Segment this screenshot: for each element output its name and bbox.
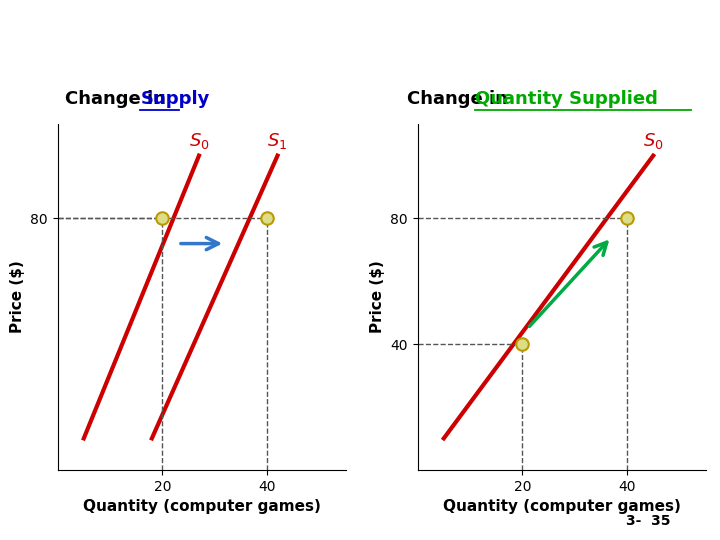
- Text: Supply: Supply: [140, 90, 210, 108]
- Y-axis label: Price ($): Price ($): [9, 261, 24, 333]
- Text: $S_0$: $S_0$: [643, 131, 663, 151]
- Text: $S_1$: $S_1$: [267, 131, 287, 151]
- X-axis label: Quantity (computer games): Quantity (computer games): [443, 499, 680, 514]
- Text: Change in: Change in: [407, 90, 514, 108]
- Text: Change in: Change in: [65, 90, 172, 108]
- Text: 3-  35: 3- 35: [626, 514, 670, 528]
- Y-axis label: Price ($): Price ($): [369, 261, 384, 333]
- Text: Quantity Supplied: Quantity Supplied: [475, 90, 658, 108]
- Text: Changes in Supply vs. Changes in
Quantity Supplied: Changes in Supply vs. Changes in Quantit…: [71, 17, 649, 80]
- Text: $S_0$: $S_0$: [189, 131, 209, 151]
- X-axis label: Quantity (computer games): Quantity (computer games): [83, 499, 320, 514]
